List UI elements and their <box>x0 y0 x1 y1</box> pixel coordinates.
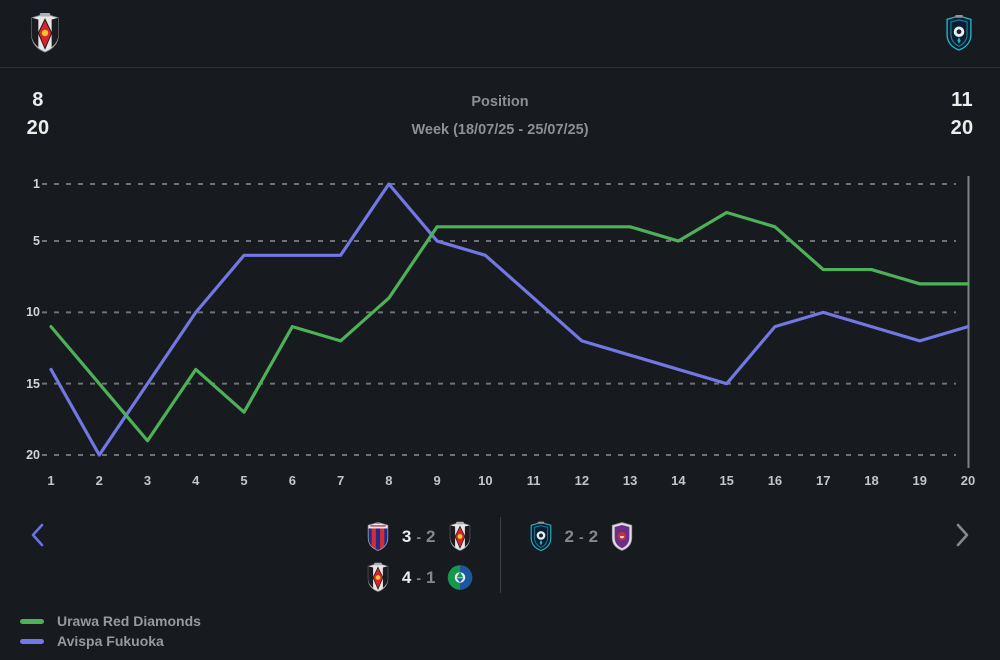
chevron-right-icon <box>956 523 969 547</box>
chart-legend: Urawa Red Diamonds Avispa Fukuoka <box>20 611 201 651</box>
x-tick-label-11: 11 <box>526 473 541 488</box>
x-tick-label-7: 7 <box>336 473 345 488</box>
x-tick-label-2: 2 <box>95 473 103 488</box>
avispa-fukuoka-crest <box>527 521 555 552</box>
x-tick-label-20: 20 <box>960 473 976 488</box>
score-separator: - <box>416 528 422 545</box>
away-total-teams: 20 <box>950 117 974 139</box>
away-position: 11 <box>951 89 973 111</box>
chart-title: Position <box>471 94 529 110</box>
previous-week-button[interactable] <box>28 521 50 549</box>
match-row[interactable]: 4-1 <box>364 562 474 593</box>
line-urawa-red-diamonds <box>49 210 970 443</box>
home-score: 2 <box>564 526 574 546</box>
match-score: 2-2 <box>565 527 599 547</box>
x-tick-label-8: 8 <box>385 473 393 488</box>
y-tick-label-20: 20 <box>26 448 40 462</box>
away-team-standing: 11 20 <box>932 86 992 142</box>
x-tick-label-12: 12 <box>574 473 590 488</box>
away-team-logo[interactable] <box>942 14 976 52</box>
away-score: 2 <box>588 526 599 546</box>
home-team-standing: 8 20 <box>8 86 68 142</box>
x-tick-label-16: 16 <box>767 473 783 488</box>
match-row[interactable]: 2-2 <box>527 521 637 552</box>
home-position: 8 <box>32 89 44 111</box>
match-group-divider <box>499 517 501 593</box>
chart-titles: Position Week (18/07/25 - 25/07/25) <box>0 93 1000 139</box>
match-row[interactable]: 3-2 <box>364 521 474 552</box>
match-group: 2-2 <box>527 521 637 552</box>
urawa-red-diamonds-crest <box>446 521 474 552</box>
legend-label: Avispa Fukuoka <box>57 633 164 649</box>
score-separator: - <box>416 569 422 586</box>
shonan-bellmare-crest <box>446 562 474 593</box>
away-score: 2 <box>426 526 436 546</box>
y-tick-label-5: 5 <box>33 234 40 249</box>
urawa-red-diamonds-crest <box>364 562 392 593</box>
match-score: 3-2 <box>402 527 436 547</box>
legend-swatch-avispa-fukuoka <box>20 638 44 644</box>
legend-label: Urawa Red Diamonds <box>57 613 201 629</box>
x-tick-label-10: 10 <box>478 473 493 488</box>
y-tick-label-1: 1 <box>33 177 40 191</box>
legend-item: Avispa Fukuoka <box>20 631 201 651</box>
x-tick-label-18: 18 <box>864 473 879 488</box>
x-tick-label-6: 6 <box>288 473 296 488</box>
x-tick-label-9: 9 <box>433 473 441 488</box>
x-tick-label-5: 5 <box>240 473 248 488</box>
x-tick-label-19: 19 <box>912 473 927 488</box>
away-score: 1 <box>426 567 436 587</box>
x-tick-label-3: 3 <box>143 473 152 488</box>
next-week-button[interactable] <box>950 521 972 549</box>
x-tick-label-1: 1 <box>47 473 55 488</box>
y-tick-label-10: 10 <box>26 305 40 320</box>
home-total-teams: 20 <box>26 117 50 139</box>
chevron-left-icon <box>31 523 44 547</box>
line-avispa-fukuoka <box>49 182 970 457</box>
score-separator: - <box>578 528 584 545</box>
x-tick-label-17: 17 <box>815 473 831 488</box>
y-tick-label-15: 15 <box>26 376 40 391</box>
match-score: 4-1 <box>402 568 436 588</box>
kyoto-sanga-crest <box>608 521 636 552</box>
chart-subtitle: Week (18/07/25 - 25/07/25) <box>411 122 589 138</box>
x-tick-label-4: 4 <box>192 473 200 488</box>
top-bar <box>0 0 1000 68</box>
x-tick-label-14: 14 <box>671 473 686 488</box>
fc-tokyo-crest <box>364 521 392 552</box>
legend-swatch-urawa-red-diamonds <box>20 618 44 624</box>
home-team-logo[interactable] <box>26 12 64 54</box>
home-score: 4 <box>401 567 412 587</box>
home-score: 3 <box>401 526 412 546</box>
x-tick-label-13: 13 <box>622 473 638 488</box>
legend-item: Urawa Red Diamonds <box>20 611 201 631</box>
x-tick-label-15: 15 <box>719 473 734 488</box>
